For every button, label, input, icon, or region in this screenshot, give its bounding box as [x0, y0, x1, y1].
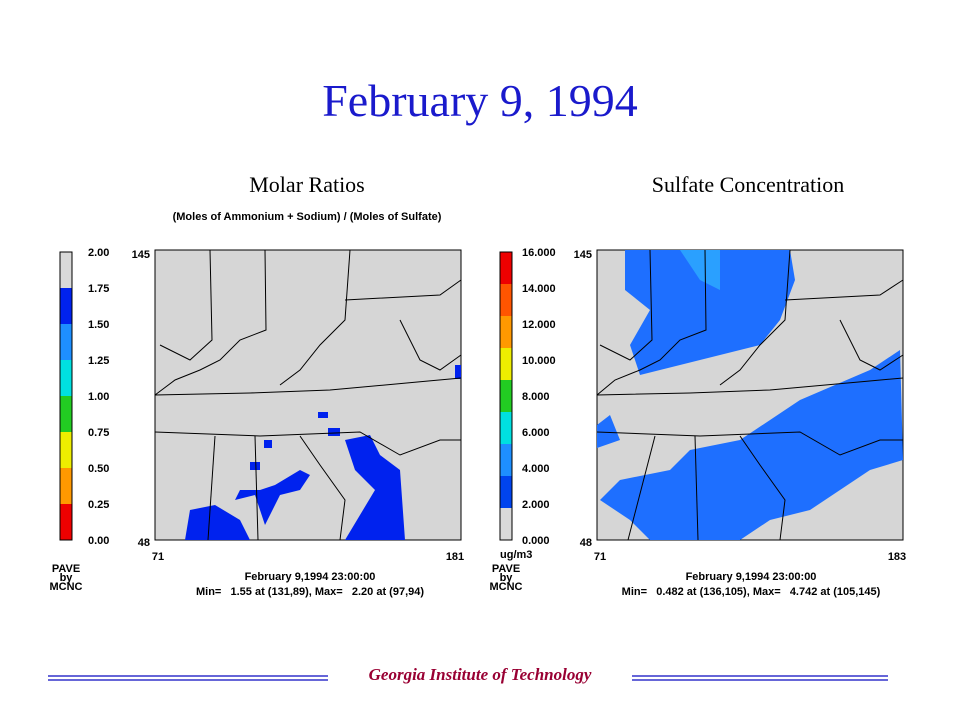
- panel-subtitle: (Moles of Ammonium + Sodium) / (Moles of…: [173, 211, 442, 223]
- colorbar-swatch: [500, 476, 512, 508]
- logo: PAVE: [52, 563, 80, 575]
- colorbar-swatch: [60, 324, 72, 360]
- colorbar-swatch: [60, 432, 72, 468]
- colorbar-swatch: [500, 284, 512, 316]
- colorbar-label: 0.25: [88, 499, 109, 511]
- x-label: 183: [888, 551, 906, 563]
- colorbar-swatch: [500, 316, 512, 348]
- map-caption: February 9,1994 23:00:00: [245, 571, 376, 583]
- y-label: 48: [580, 537, 592, 549]
- colorbar-label: 1.00: [88, 391, 109, 403]
- y-label: 48: [138, 537, 150, 549]
- map-fill: [680, 250, 720, 290]
- colorbar-swatch: [500, 444, 512, 476]
- colorbar-swatch: [60, 360, 72, 396]
- map-caption: February 9,1994 23:00:00: [686, 571, 817, 583]
- map-caption: Min= 0.482 at (136,105), Max= 4.742 at (…: [622, 586, 881, 598]
- colorbar-label: 2.000: [522, 499, 550, 511]
- colorbar-label: 0.50: [88, 463, 109, 475]
- panel-title: Molar Ratios: [249, 172, 365, 197]
- colorbar-swatch: [60, 252, 72, 288]
- map-fill: [597, 250, 903, 540]
- map-borders: [596, 249, 904, 541]
- map-borders: [154, 249, 462, 541]
- logo: MCNC: [50, 581, 83, 593]
- colorbar-label: 10.000: [522, 355, 556, 367]
- colorbar-label: 0.00: [88, 535, 109, 547]
- colorbar-label: 2.00: [88, 247, 109, 259]
- colorbar-label: 4.000: [522, 463, 550, 475]
- colorbar-label: 8.000: [522, 391, 550, 403]
- colorbar-frame: [59, 251, 73, 541]
- colorbar-swatch: [500, 252, 512, 284]
- slide-title: February 9, 1994: [322, 75, 638, 126]
- colorbar-swatch: [60, 396, 72, 432]
- colorbar-swatch: [60, 504, 72, 540]
- x-label: 71: [152, 551, 164, 563]
- colorbar-label: 1.50: [88, 319, 109, 331]
- unit-label: ug/m3: [500, 549, 532, 561]
- colorbar-label: 6.000: [522, 427, 550, 439]
- colorbar-label: 16.000: [522, 247, 556, 259]
- colorbar-swatch: [500, 348, 512, 380]
- map-frame: [154, 249, 462, 541]
- colorbar-label: 14.000: [522, 283, 556, 295]
- colorbar-swatch: [60, 468, 72, 504]
- colorbar-swatch: [60, 288, 72, 324]
- x-label: 71: [594, 551, 606, 563]
- colorbar-label: 1.25: [88, 355, 109, 367]
- footer-text: Georgia Institute of Technology: [369, 665, 592, 684]
- colorbar-swatch: [500, 508, 512, 540]
- colorbar-label: 0.75: [88, 427, 109, 439]
- y-label: 145: [132, 249, 150, 261]
- logo: by: [60, 572, 74, 584]
- colorbar-label: 12.000: [522, 319, 556, 331]
- logo: PAVE: [492, 563, 520, 575]
- maps: [154, 249, 904, 541]
- logo: MCNC: [490, 581, 523, 593]
- colorbar-swatch: [500, 412, 512, 444]
- map-caption: Min= 1.55 at (131,89), Max= 2.20 at (97,…: [196, 586, 424, 598]
- logo: by: [500, 572, 514, 584]
- footer: Georgia Institute of Technology: [48, 665, 888, 684]
- colorbar-swatch: [500, 380, 512, 412]
- y-label: 145: [574, 249, 592, 261]
- colorbar-frame: [499, 251, 513, 541]
- colorbar-label: 0.000: [522, 535, 550, 547]
- colorbar-label: 1.75: [88, 283, 109, 295]
- panel-title: Sulfate Concentration: [652, 172, 844, 197]
- x-label: 181: [446, 551, 464, 563]
- map-fill: [185, 365, 461, 540]
